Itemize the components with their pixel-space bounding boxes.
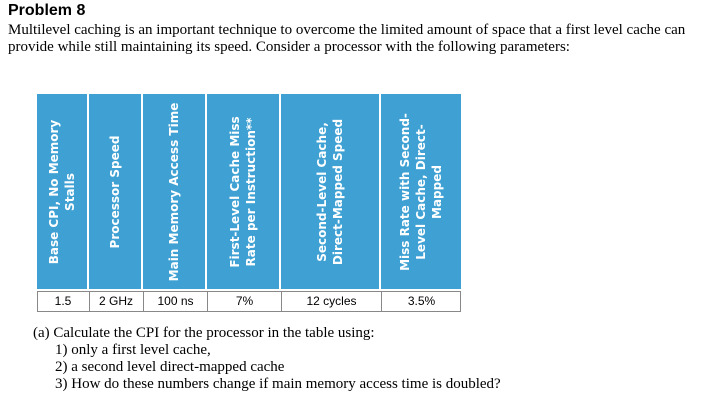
question-item-2: 2) a second level direct-mapped cache — [55, 359, 285, 375]
header-second-level-speed-label: Second-Level Cache, Direct-Mapped Speed — [315, 118, 345, 265]
problem-title: Problem 8 — [8, 2, 86, 19]
value-main-memory-access: 100 ns — [143, 292, 207, 311]
table-value-row: 1.5 2 GHz 100 ns 7% 12 cycles 3.5% — [37, 291, 461, 312]
problem-intro: Multilevel caching is an important techn… — [8, 22, 686, 55]
header-main-memory-access-label: Main Memory Access Time — [167, 102, 181, 281]
value-second-level-speed: 12 cycles — [281, 292, 381, 311]
value-second-level-miss-rate: 3.5% — [381, 292, 461, 311]
header-second-level-miss-rate-label: Miss Rate with Second-Level Cache, Direc… — [398, 112, 444, 271]
header-processor-speed: Processor Speed — [89, 94, 141, 289]
parameters-table: Base CPI, No Memory Stalls Processor Spe… — [37, 94, 461, 314]
question-lead: (a) Calculate the CPI for the processor … — [33, 325, 375, 341]
value-processor-speed: 2 GHz — [89, 292, 142, 311]
header-processor-speed-label: Processor Speed — [108, 135, 122, 248]
header-second-level-miss-rate: Miss Rate with Second-Level Cache, Direc… — [381, 94, 461, 289]
header-first-level-miss-rate-label: First-Level Cache Miss Rate per Instruct… — [228, 115, 258, 268]
header-base-cpi-label: Base CPI, No Memory Stalls — [47, 119, 77, 264]
header-main-memory-access: Main Memory Access Time — [143, 94, 205, 289]
question-block: (a) Calculate the CPI for the processor … — [33, 325, 501, 393]
header-first-level-miss-rate: First-Level Cache Miss Rate per Instruct… — [207, 94, 279, 289]
value-base-cpi: 1.5 — [54, 294, 72, 308]
question-item-3: 3) How do these numbers change if main m… — [55, 376, 501, 392]
header-second-level-speed: Second-Level Cache, Direct-Mapped Speed — [281, 94, 379, 289]
question-item-1: 1) only a first level cache, — [55, 342, 211, 358]
table-header-row: Base CPI, No Memory Stalls Processor Spe… — [37, 94, 461, 289]
value-first-level-miss-rate: 7% — [207, 292, 281, 311]
header-base-cpi: Base CPI, No Memory Stalls — [37, 94, 87, 289]
